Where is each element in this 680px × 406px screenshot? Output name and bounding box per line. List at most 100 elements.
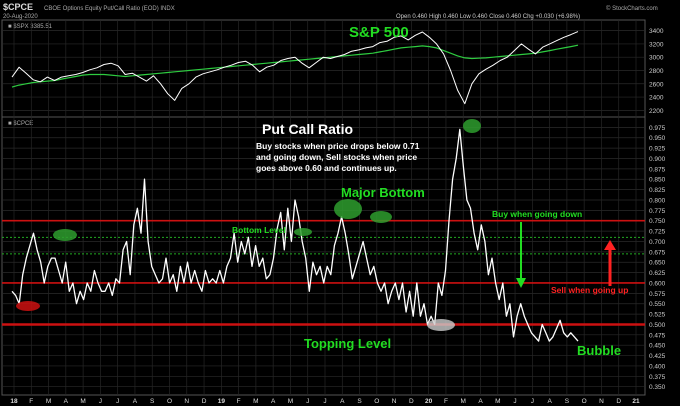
x-tick-label: O	[167, 398, 172, 405]
spx-line	[11, 31, 579, 105]
x-tick-label: N	[184, 398, 189, 405]
x-tick-label: N	[599, 398, 604, 405]
y-tick-label: 0.475	[649, 332, 666, 339]
y-tick-label: 0.625	[649, 270, 666, 277]
symbol-label: $CPCE	[3, 2, 33, 12]
x-tick-label: J	[531, 398, 534, 405]
date-label: 20-Aug-2020	[3, 14, 38, 20]
x-tick-label: M	[495, 398, 500, 405]
x-tick-label: S	[565, 398, 570, 405]
x-tick-label: J	[99, 398, 102, 405]
y-tick-label: 0.575	[649, 291, 666, 298]
x-tick-label: A	[340, 398, 345, 405]
y-tick-label: 0.900	[649, 156, 666, 163]
y-tick-label: 3200	[649, 41, 664, 48]
y-tick-label: 0.825	[649, 187, 666, 194]
ratio-subtitle-line: Buy stocks when price drops below 0.71	[256, 141, 420, 151]
x-tick-label: M	[46, 398, 51, 405]
y-tick-label: 0.975	[649, 125, 666, 132]
topping-level-label: Topping Level	[304, 336, 391, 351]
y-tick-label: 2800	[649, 68, 664, 75]
x-tick-label: A	[478, 398, 483, 405]
x-tick-label: J	[116, 398, 119, 405]
x-tick-labels: 18 F M A M J J A S O N D 19 F M A M J J A S O N D 20 F M A M J J A S O N D 2…	[10, 398, 640, 405]
x-tick-label: N	[392, 398, 397, 405]
y-tick-label: 0.875	[649, 166, 666, 173]
x-tick-label: S	[357, 398, 362, 405]
cpce-readout: ■ $CPCE	[8, 121, 33, 127]
x-tick-label: A	[64, 398, 69, 405]
y-tick-label: 0.950	[649, 135, 666, 142]
buy-arrow	[516, 222, 526, 288]
x-tick-label: D	[202, 398, 207, 405]
y-tick-label: 0.850	[649, 177, 666, 184]
x-tick-label: 20	[425, 398, 433, 405]
y-tick-label: 0.650	[649, 260, 666, 267]
y-tick-label: 0.775	[649, 208, 666, 215]
y-tick-label: 0.725	[649, 229, 666, 236]
moving-average-line	[11, 44, 579, 88]
x-tick-label: F	[444, 398, 448, 405]
moving-average-series	[11, 44, 579, 88]
x-tick-label: 19	[218, 398, 226, 405]
x-tick-label: M	[288, 398, 293, 405]
marker-ellipse	[370, 211, 392, 223]
buy-going-down-label: Buy when going down	[492, 209, 582, 219]
cpce-series	[11, 128, 579, 342]
x-tick-label: J	[323, 398, 326, 405]
x-tick-label: D	[409, 398, 414, 405]
y-tick-label: 0.375	[649, 374, 666, 381]
x-tick-label: D	[616, 398, 621, 405]
x-tick-label: 21	[632, 398, 640, 405]
x-tick-label: F	[29, 398, 33, 405]
marker-ellipse	[334, 199, 362, 219]
y-tick-label: 2200	[649, 108, 664, 115]
y-tick-label: 3400	[649, 28, 664, 35]
bubble-label: Bubble	[577, 343, 621, 358]
y-tick-label: 0.800	[649, 197, 666, 204]
sell-arrow	[604, 240, 616, 286]
spx-series	[11, 31, 579, 105]
x-tick-label: 18	[10, 398, 18, 405]
y-tick-label: 0.600	[649, 280, 666, 287]
y-tick-label: 2400	[649, 95, 664, 102]
sell-going-up-label: Sell when going up	[551, 285, 628, 295]
marker-ellipse	[427, 319, 455, 331]
x-tick-label: J	[306, 398, 309, 405]
marker-ellipse	[53, 229, 77, 241]
x-tick-label: M	[80, 398, 85, 405]
y-tick-label: 0.925	[649, 146, 666, 153]
marker-ellipse	[463, 119, 481, 133]
ratio-title: Put Call Ratio	[262, 121, 353, 137]
y-tick-label: 0.450	[649, 343, 666, 350]
ratio-subtitle-line: goes above 0.60 and continues up.	[256, 163, 397, 173]
marker-ellipse	[16, 301, 40, 311]
x-tick-label: S	[150, 398, 155, 405]
x-tick-label: A	[133, 398, 138, 405]
x-tick-label: M	[253, 398, 258, 405]
y-tick-label: 0.675	[649, 249, 666, 256]
highlight-markers	[16, 119, 481, 331]
sp500-label: S&P 500	[349, 24, 409, 41]
ohlc-readout: Open 0.460 High 0.460 Low 0.460 Close 0.…	[396, 14, 580, 20]
x-tick-label: J	[513, 398, 516, 405]
spx-readout: ■ $SPX 3385.51	[8, 24, 53, 30]
marker-ellipse	[294, 228, 312, 236]
y-tick-label: 0.350	[649, 384, 666, 391]
ratio-subtitle-line: and going down, Sell stocks when price	[256, 152, 417, 162]
y-tick-label: 2600	[649, 81, 664, 88]
y-tick-label: 0.550	[649, 301, 666, 308]
major-bottom-label: Major Bottom	[341, 185, 425, 200]
x-tick-label: O	[582, 398, 587, 405]
cpce-panel-frame	[1, 116, 646, 396]
cpce-line	[11, 128, 579, 342]
x-tick-label: A	[271, 398, 276, 405]
y-tick-label: 0.525	[649, 312, 666, 319]
y-tick-label: 0.400	[649, 363, 666, 370]
y-tick-label: 3000	[649, 55, 664, 62]
bottom-level-label: Bottom Level	[232, 225, 286, 235]
x-tick-label: M	[461, 398, 466, 405]
x-tick-label: F	[237, 398, 241, 405]
y-tick-labels: 2200 2400 2600 2800 3000 3200 3400 0.350 0.375 0.…	[649, 28, 666, 391]
